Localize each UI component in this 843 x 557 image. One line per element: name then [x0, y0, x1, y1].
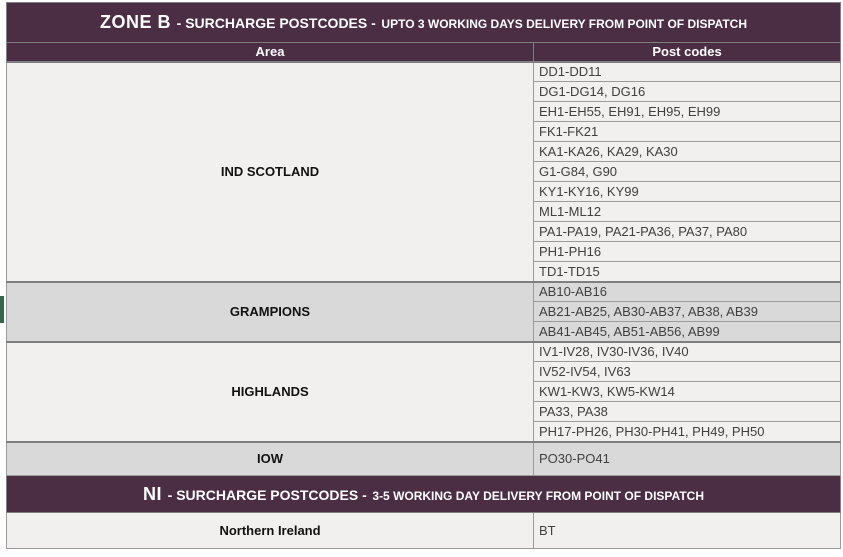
zone-b-banner-row: ZONE B - SURCHARGE POSTCODES - UPTO 3 WO… [5, 2, 842, 43]
postcode-cell: PA1-PA19, PA21-PA36, PA37, PA80 [532, 221, 842, 242]
postcode-cell: EH1-EH55, EH91, EH95, EH99 [532, 101, 842, 122]
table-row: AB21-AB25, AB30-AB37, AB38, AB39 [7, 301, 842, 322]
postcode-cell: ML1-ML12 [532, 201, 842, 222]
postcode-cell: KA1-KA26, KA29, KA30 [532, 141, 842, 162]
ni-banner-row: NI - SURCHARGE POSTCODES - 3-5 WORKING D… [5, 475, 842, 513]
postcode-cell: PH17-PH26, PH30-PH41, PH49, PH50 [532, 421, 842, 442]
table-row: DG1-DG14, DG16 [7, 81, 842, 102]
postcode-cell: IV1-IV28, IV30-IV36, IV40 [532, 340, 842, 362]
postcode-cell: TD1-TD15 [532, 261, 842, 282]
postcode-cell: DG1-DG14, DG16 [532, 81, 842, 102]
area-cell-ind-scotland: IND SCOTLAND [6, 60, 534, 282]
postcode-cell: KY1-KY16, KY99 [532, 181, 842, 202]
ni-banner: NI - SURCHARGE POSTCODES - 3-5 WORKING D… [5, 475, 842, 513]
table-row: Northern Ireland BT [6, 512, 842, 549]
postcode-cell: AB41-AB45, AB51-AB56, AB99 [532, 321, 842, 342]
table-row: PH17-PH26, PH30-PH41, PH49, PH50 [7, 421, 842, 442]
postcode-cell: PA33, PA38 [532, 401, 842, 422]
left-gutter-green-marker [0, 296, 4, 323]
ni-label: NI [143, 483, 163, 504]
table-row: FK1-FK21 [7, 121, 842, 142]
table-row: IV52-IV54, IV63 [7, 361, 842, 382]
postcode-cell: AB21-AB25, AB30-AB37, AB38, AB39 [532, 301, 842, 322]
table-row: PH1-PH16 [7, 241, 842, 262]
area-cell-northern-ireland: Northern Ireland [6, 512, 534, 549]
table-row: KW1-KW3, KW5-KW14 [7, 381, 842, 402]
postcode-cell: G1-G84, G90 [532, 161, 842, 182]
area-cell-highlands: HIGHLANDS [6, 340, 534, 442]
postcode-table: ZONE B - SURCHARGE POSTCODES - UPTO 3 WO… [5, 2, 842, 549]
postcode-cell: KW1-KW3, KW5-KW14 [532, 381, 842, 402]
area-cell-iow: IOW [6, 440, 534, 476]
zone-b-label: ZONE B [100, 12, 172, 32]
ni-title: - SURCHARGE POSTCODES - [167, 486, 367, 503]
area-cell-grampions: GRAMPIONS [6, 280, 534, 342]
column-header-area: Area [6, 42, 534, 62]
postcode-cell: PH1-PH16 [532, 241, 842, 262]
table-row: HIGHLANDS IV1-IV28, IV30-IV36, IV40 [6, 340, 842, 442]
table-row: EH1-EH55, EH91, EH95, EH99 [7, 101, 842, 122]
column-header-postcodes: Post codes [532, 42, 842, 62]
postcode-cell: BT [532, 512, 842, 549]
postcode-cell: AB10-AB16 [532, 280, 842, 302]
zone-b-title: - SURCHARGE POSTCODES - [176, 15, 376, 31]
postcode-cell: DD1-DD11 [532, 60, 842, 82]
table-row: G1-G84, G90 [7, 161, 842, 182]
postcode-cell: FK1-FK21 [532, 121, 842, 142]
table-row: PA33, PA38 [7, 401, 842, 422]
table-row: KY1-KY16, KY99 [7, 181, 842, 202]
table-row: GRAMPIONS AB10-AB16 [6, 280, 842, 342]
zone-b-subtitle: UPTO 3 WORKING DAYS DELIVERY FROM POINT … [381, 17, 747, 31]
ni-subtitle: 3-5 WORKING DAY DELIVERY FROM POINT OF D… [372, 488, 704, 503]
column-header-row: Area Post codes [6, 42, 842, 62]
postcode-cell: PO30-PO41 [532, 440, 842, 476]
table-row: IOW PO30-PO41 [6, 440, 842, 476]
table-row: ML1-ML12 [7, 201, 842, 222]
zone-b-banner: ZONE B - SURCHARGE POSTCODES - UPTO 3 WO… [5, 2, 842, 43]
postcode-cell: IV52-IV54, IV63 [532, 361, 842, 382]
table-row: IND SCOTLAND DD1-DD11 [6, 60, 842, 282]
